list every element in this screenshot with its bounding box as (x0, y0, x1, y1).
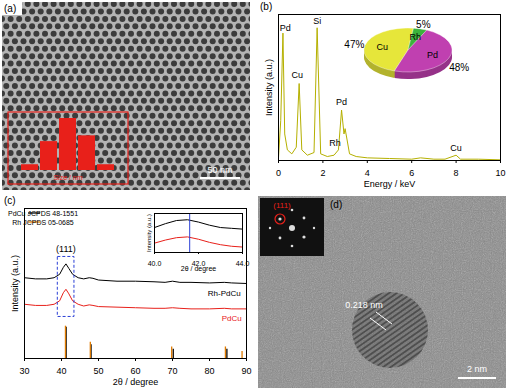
svg-text:Rh JCPDS 05-0685: Rh JCPDS 05-0685 (12, 219, 74, 226)
svg-text:Intensity (a.u.): Intensity (a.u.) (264, 59, 274, 116)
svg-text:Pd: Pd (427, 50, 438, 60)
svg-text:(111): (111) (56, 244, 76, 254)
svg-text:50 nm: 50 nm (207, 165, 232, 175)
html-text:(c): (c) (4, 195, 16, 206)
svg-text:PdCu: PdCu (222, 314, 242, 323)
svg-text:10: 10 (495, 168, 505, 178)
svg-text:Rh: Rh (329, 138, 341, 148)
svg-text:2θ / degree: 2θ / degree (113, 377, 159, 387)
svg-text:Rh-PdCu: Rh-PdCu (208, 289, 241, 298)
svg-text:Intensity (a.u.): Intensity (a.u.) (10, 255, 20, 312)
svg-text:80: 80 (204, 366, 214, 376)
svg-text:PdCu JCPDS 48-1551: PdCu JCPDS 48-1551 (8, 210, 78, 217)
svg-text:30: 30 (19, 366, 29, 376)
svg-text:Size / nm: Size / nm (53, 174, 82, 181)
svg-text:90: 90 (241, 366, 251, 376)
svg-text:2: 2 (320, 168, 325, 178)
svg-text:Intensity (a.u.): Intensity (a.u.) (146, 214, 152, 252)
svg-text:44.0: 44.0 (236, 260, 250, 267)
svg-text:2 nm: 2 nm (467, 364, 487, 374)
svg-text:(a): (a) (4, 3, 16, 14)
svg-text:8: 8 (454, 168, 459, 178)
svg-text:6: 6 (409, 168, 414, 178)
svg-text:40: 40 (56, 366, 66, 376)
svg-text:50: 50 (93, 366, 103, 376)
svg-text:Cu: Cu (292, 70, 304, 80)
svg-text:48%: 48% (449, 62, 469, 73)
svg-text:Energy / keV: Energy / keV (364, 179, 416, 189)
svg-text:70: 70 (167, 366, 177, 376)
svg-text:Cu: Cu (450, 143, 462, 153)
svg-text:(d): (d) (330, 199, 342, 210)
svg-text:4: 4 (365, 168, 370, 178)
svg-text:Pd: Pd (336, 97, 347, 107)
svg-text:5%: 5% (416, 19, 431, 30)
svg-text:Si: Si (313, 16, 321, 26)
svg-text:Pd: Pd (280, 23, 291, 33)
svg-text:40.0: 40.0 (148, 260, 162, 267)
svg-text:47%: 47% (344, 39, 364, 50)
svg-text:2θ / degree: 2θ / degree (181, 265, 217, 273)
svg-text:(111): (111) (273, 201, 291, 210)
svg-text:Rh: Rh (410, 32, 422, 42)
svg-text:0.218 nm: 0.218 nm (345, 300, 383, 310)
html-text:(b): (b) (260, 1, 273, 12)
svg-text:Cu: Cu (376, 42, 388, 52)
svg-text:60: 60 (130, 366, 140, 376)
svg-text:0: 0 (276, 168, 281, 178)
